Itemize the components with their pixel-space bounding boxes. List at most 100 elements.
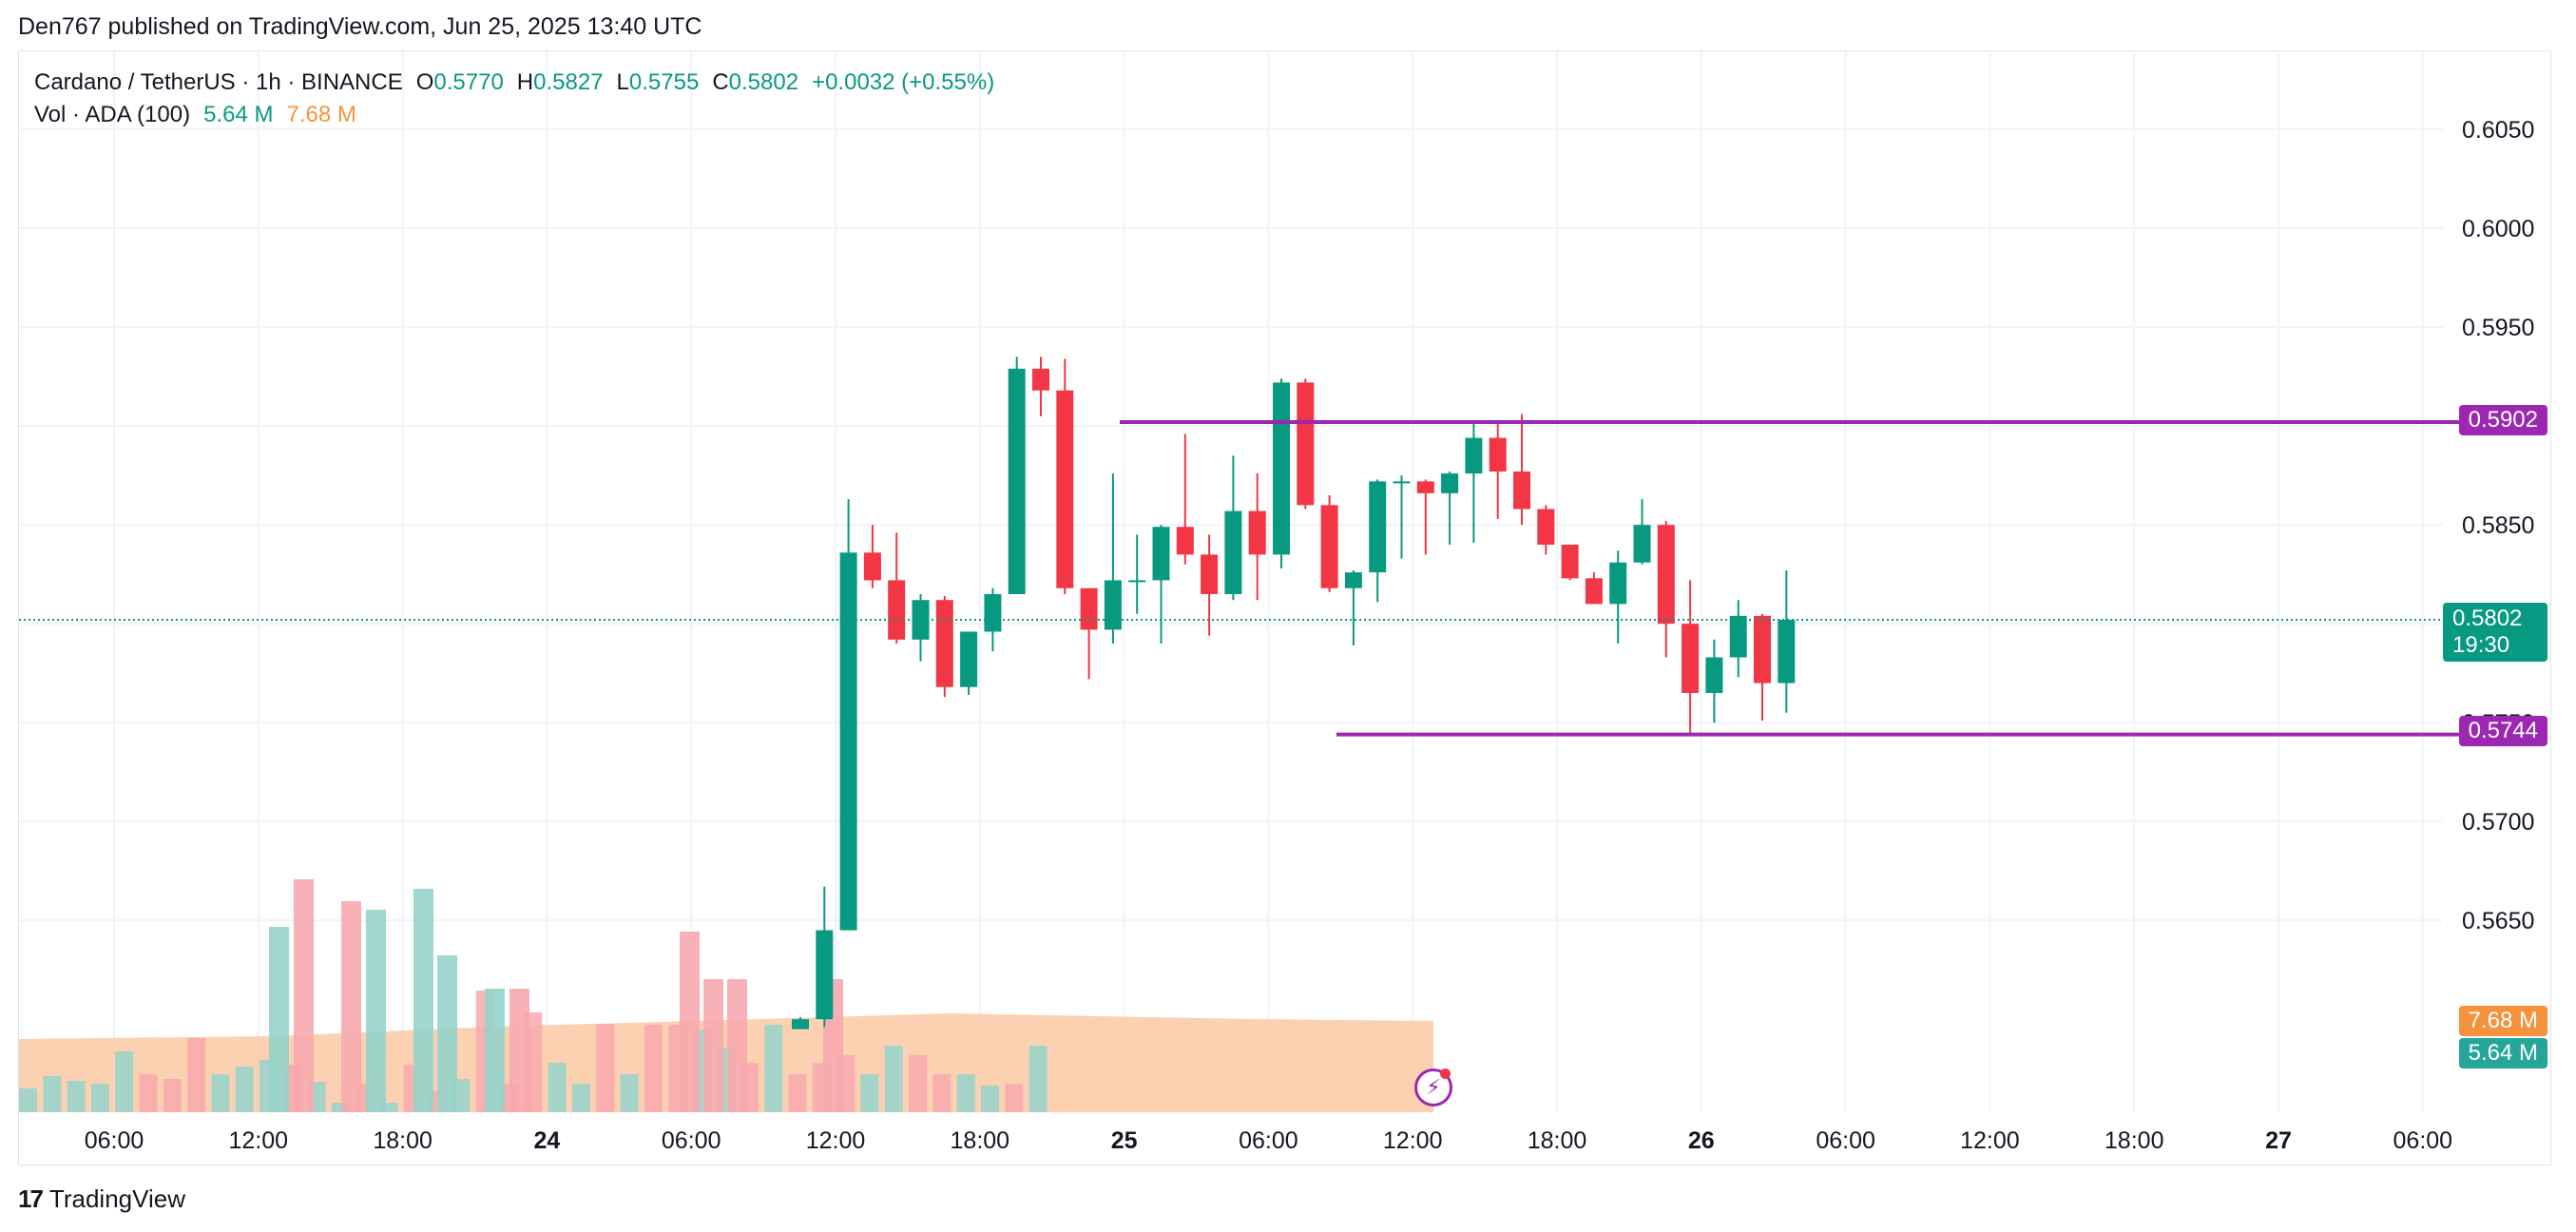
tradingview-logo[interactable]: 17 TradingView: [18, 1184, 185, 1214]
x-tick-label: 12:00: [806, 1127, 866, 1154]
volume-bar: [187, 1038, 206, 1112]
volume-bar: [680, 932, 700, 1112]
countdown-timer: 19:30: [2452, 632, 2510, 658]
x-tick-label: 06:00: [1816, 1127, 1875, 1154]
legend-low-label: L: [616, 69, 629, 95]
legend-open-label: O: [415, 69, 434, 95]
volume-bar: [571, 1084, 590, 1112]
candle-body: [1056, 390, 1074, 588]
x-tick-label: 06:00: [85, 1127, 144, 1154]
volume-bar: [366, 910, 386, 1112]
x-tick-label: 25: [1111, 1127, 1138, 1154]
candle-body: [1393, 481, 1411, 484]
candle-body: [960, 631, 978, 687]
x-tick-label: 24: [533, 1127, 560, 1154]
candle-body: [1465, 437, 1483, 474]
volume-bar: [644, 1025, 663, 1112]
chart-frame: [18, 50, 2551, 1165]
x-tick-label: 18:00: [2105, 1127, 2164, 1154]
candle-body: [1657, 525, 1675, 625]
candle-body: [1778, 620, 1796, 683]
x-tick-label: 18:00: [373, 1127, 433, 1154]
volume-bar: [1028, 1046, 1048, 1112]
x-tick-label: 06:00: [1239, 1127, 1298, 1154]
ohlc-legend: Cardano / TetherUS · 1h · BINANCE O 0.577…: [34, 67, 994, 99]
candle-body: [1633, 525, 1651, 563]
y-tick-label: 0.5850: [2462, 512, 2534, 539]
legend-volume-label[interactable]: Vol · ADA (100): [34, 102, 191, 127]
candle-body: [912, 600, 930, 640]
volume-bar: [981, 1086, 999, 1112]
volume-bar: [764, 1025, 783, 1112]
candle-body: [1682, 624, 1700, 693]
candle-body: [1537, 509, 1555, 545]
volume-bar: [932, 1074, 952, 1112]
volume-bar: [788, 1074, 807, 1112]
volume-bar: [596, 1024, 615, 1112]
y-tick-label: 0.6000: [2462, 216, 2534, 242]
current-price-tag: 0.5802 19:30: [2443, 603, 2547, 662]
candle-body: [1032, 368, 1049, 391]
volume-bar: [43, 1076, 62, 1112]
volume-bar: [437, 955, 457, 1112]
volume-bar: [620, 1074, 639, 1112]
volume-bar: [860, 1074, 879, 1112]
volume-bar: [1005, 1084, 1024, 1112]
volume-bar: [379, 1103, 398, 1112]
candle-body: [1176, 527, 1194, 555]
candle-body: [935, 600, 953, 687]
volume-bar: [727, 979, 747, 1112]
candle-body: [1201, 554, 1219, 594]
x-tick-label: 18:00: [951, 1127, 1010, 1154]
legend-symbol[interactable]: Cardano / TetherUS · 1h · BINANCE: [34, 69, 403, 95]
volume-bar: [90, 1084, 109, 1112]
tradingview-brand: TradingView: [48, 1184, 185, 1213]
current-price-value: 0.5802: [2452, 606, 2523, 631]
volume-bar: [548, 1063, 567, 1112]
candle-body: [1754, 615, 1771, 683]
legend-volume-ma-value: 7.68 M: [286, 102, 356, 127]
candle-body: [1344, 572, 1362, 588]
volume-bar: [341, 901, 361, 1112]
chart-legend: Cardano / TetherUS · 1h · BINANCE O 0.577…: [34, 67, 994, 131]
x-tick-label: 27: [2265, 1127, 2292, 1154]
x-tick-label: 06:00: [2393, 1127, 2453, 1154]
volume-bar: [509, 989, 529, 1112]
x-tick-label: 26: [1688, 1127, 1715, 1154]
candle-body: [1489, 437, 1507, 472]
candle-body: [839, 552, 857, 931]
legend-close-label: C: [712, 69, 729, 95]
volume-bar: [163, 1079, 182, 1112]
candle-body: [792, 1019, 809, 1030]
y-tick-label: 0.6050: [2462, 117, 2534, 144]
legend-open-value: 0.5770: [433, 69, 504, 95]
x-tick-label: 12:00: [1960, 1127, 2020, 1154]
volume-bar: [485, 989, 505, 1112]
volume-bar: [703, 979, 723, 1112]
volume-bar: [139, 1074, 158, 1112]
volume-bar: [884, 1046, 903, 1112]
candle-body: [984, 593, 1002, 632]
notification-dot-icon: [1440, 1068, 1451, 1079]
volume-bar: [235, 1067, 254, 1112]
grid-lines: [19, 51, 2443, 1111]
resistance-price-tag: 0.5902: [2458, 405, 2547, 435]
x-tick-label: 12:00: [229, 1127, 289, 1154]
candle-body: [888, 580, 906, 640]
level-lines: [1120, 420, 2538, 737]
candle-body: [1248, 510, 1266, 555]
volume-bar: [211, 1074, 230, 1112]
candle-body: [1441, 473, 1459, 493]
published-note: Den767 published on TradingView.com, Jun…: [18, 13, 702, 40]
candle-body: [1705, 657, 1723, 693]
candle-body: [1609, 562, 1627, 605]
volume-bar: [956, 1074, 975, 1112]
x-tick-label: 18:00: [1528, 1127, 1587, 1154]
volume-bar: [413, 889, 433, 1112]
y-tick-label: 0.5700: [2462, 809, 2534, 836]
candle-body: [1320, 505, 1338, 588]
legend-high-label: H: [516, 69, 534, 95]
candle-body: [1561, 544, 1579, 579]
candle-body: [1128, 580, 1146, 583]
